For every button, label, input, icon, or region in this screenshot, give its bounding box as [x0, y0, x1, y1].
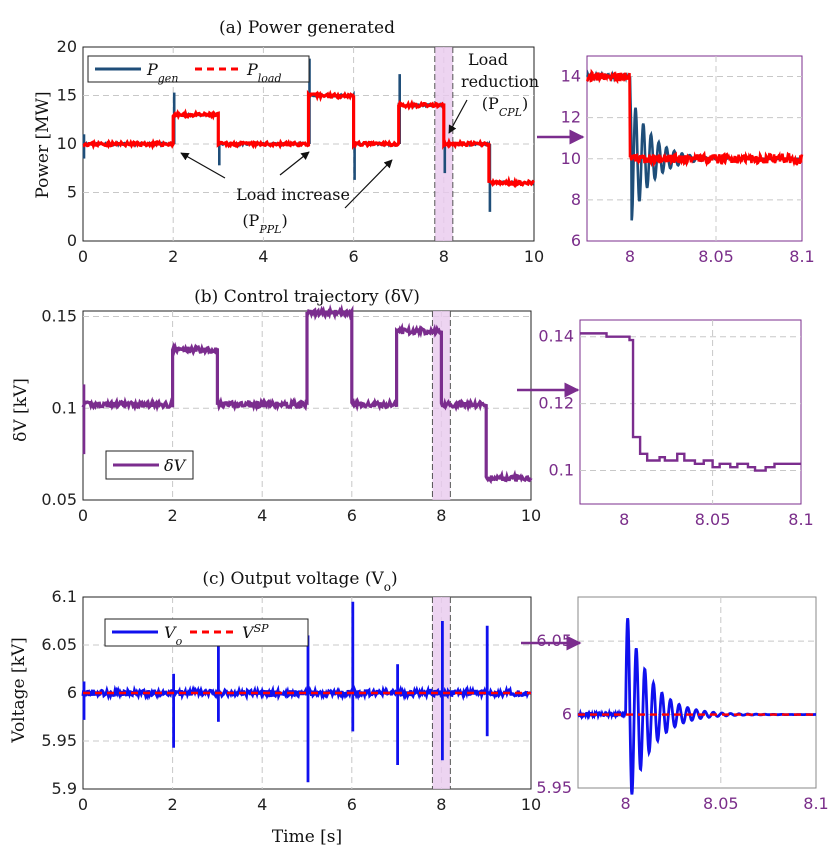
- arrow-increase-3: [344, 159, 393, 209]
- chart-c-title: (c) Output voltage (Vo): [202, 569, 397, 594]
- y-tick-label: 0.05: [41, 490, 77, 509]
- y-tick-label: 0: [67, 231, 77, 250]
- y-tick-label: 0.1: [52, 398, 77, 417]
- x-tick-label: 8: [436, 506, 446, 525]
- y-tick-label: 5.95: [536, 778, 572, 797]
- chart-a_zoom-frame: [586, 55, 803, 242]
- chart-b-title: (b) Control trajectory (δV): [194, 287, 420, 307]
- legend-a: Pgen Pload: [87, 55, 310, 85]
- x-tick-label: 4: [257, 506, 267, 525]
- legend-delta-v-label: δV: [164, 456, 187, 475]
- chart-a-title: (a) Power generated: [219, 18, 395, 38]
- legend-b: δV: [105, 450, 194, 480]
- series-p-load: [82, 89, 535, 189]
- chart-c: 0 2 4 6 8 10 5.9 5.95 6 6.05 6.1 Vo VSP: [41, 587, 541, 814]
- chart-a-ylabel: Power [MW]: [33, 91, 53, 198]
- series-delta-v: [81, 303, 533, 485]
- legend-p-gen-label: Pgen: [146, 60, 178, 85]
- y-tick-label: 6.05: [41, 635, 77, 654]
- arrow-increase-1: [180, 152, 226, 179]
- chart-c_zoom-frame: [577, 596, 817, 789]
- y-tick-label: 12: [561, 108, 581, 127]
- annotation-reduction-sym: (PCPL): [482, 94, 528, 119]
- chart-c_zoom: 8 8.05 8.1 5.95 6 6.05: [536, 596, 829, 813]
- y-tick-label: 5.9: [52, 779, 77, 798]
- y-tick-label: 0.15: [41, 307, 77, 326]
- y-tick-label: 0.12: [538, 394, 574, 413]
- x-tick-label: 6: [349, 247, 359, 266]
- x-tick-label: 8.1: [789, 247, 814, 266]
- zoom-b-series-delta-v: [580, 332, 801, 472]
- x-tick-label: 2: [168, 795, 178, 814]
- x-tick-label: 10: [521, 795, 541, 814]
- y-tick-label: 6: [571, 231, 581, 250]
- y-tick-label: 20: [57, 37, 77, 56]
- x-tick-label: 8.1: [788, 510, 813, 529]
- chart-a_zoom: 8 8.05 8.1 6 8 10 12 14: [561, 55, 815, 266]
- x-tick-label: 0: [78, 506, 88, 525]
- x-tick-label: 8: [439, 247, 449, 266]
- y-tick-label: 0.1: [549, 461, 574, 480]
- x-tick-label: 2: [168, 506, 178, 525]
- chart-a: 0 2 4 6 8 10 0 5 10 15 20 Pgen Pload: [57, 37, 545, 266]
- annotation-load-increase-text: Load increase: [236, 185, 350, 204]
- zoom-a-series-p-load: [585, 68, 804, 168]
- chart-c-ylabel: Voltage [kV]: [9, 637, 29, 744]
- y-tick-label: 0.14: [538, 327, 574, 346]
- chart-c-xlabel: Time [s]: [272, 827, 342, 847]
- x-tick-label: 4: [258, 247, 268, 266]
- x-tick-label: 8: [619, 510, 629, 529]
- arrow-increase-2: [279, 151, 310, 176]
- y-tick-label: 5: [67, 183, 77, 202]
- y-tick-label: 6.05: [536, 631, 572, 650]
- x-tick-label: 8.05: [698, 247, 734, 266]
- legend-v-o-label: Vo: [164, 623, 183, 648]
- annotation-load-increase-sym: (PPPL): [242, 211, 287, 236]
- y-tick-label: 10: [561, 149, 581, 168]
- x-tick-label: 6: [347, 506, 357, 525]
- x-tick-label: 10: [521, 506, 541, 525]
- x-tick-label: 8: [436, 795, 446, 814]
- chart-b: 0 2 4 6 8 10 0.05 0.1 0.15 δV: [41, 303, 541, 525]
- x-tick-label: 8: [625, 247, 635, 266]
- y-tick-label: 15: [57, 86, 77, 105]
- x-tick-label: 6: [347, 795, 357, 814]
- y-tick-label: 8: [571, 190, 581, 209]
- chart-b_zoom-frame: [579, 319, 802, 505]
- x-tick-label: 2: [168, 247, 178, 266]
- y-tick-label: 6: [67, 683, 77, 702]
- x-tick-label: 8: [621, 794, 631, 813]
- annotation-reduction-line1: Load: [468, 50, 508, 69]
- annotation-reduction-line2: reduction: [461, 72, 539, 91]
- legend-c: Vo VSP: [104, 618, 309, 648]
- x-tick-label: 8.05: [703, 794, 739, 813]
- legend-v-sp-label: VSP: [242, 622, 269, 643]
- x-tick-label: 10: [524, 247, 544, 266]
- x-tick-label: 0: [78, 795, 88, 814]
- y-tick-label: 14: [561, 67, 581, 86]
- x-tick-label: 0: [78, 247, 88, 266]
- x-tick-label: 4: [257, 795, 267, 814]
- legend-p-load-label: Pload: [246, 60, 282, 85]
- annotation-load-increase: Load increase (PPPL): [180, 151, 393, 236]
- y-tick-label: 5.95: [41, 731, 77, 750]
- y-tick-label: 6: [562, 705, 572, 724]
- x-tick-label: 8.1: [803, 794, 828, 813]
- annotation-load-reduction: Load reduction (PCPL): [448, 50, 539, 134]
- y-tick-label: 10: [57, 134, 77, 153]
- arrow-reduction: [448, 99, 468, 134]
- y-tick-label: 6.1: [52, 587, 77, 606]
- chart-b_zoom: 8 8.05 8.1 0.1 0.12 0.14: [538, 319, 814, 529]
- x-tick-label: 8.05: [695, 510, 731, 529]
- chart-b-ylabel: δV [kV]: [11, 378, 31, 442]
